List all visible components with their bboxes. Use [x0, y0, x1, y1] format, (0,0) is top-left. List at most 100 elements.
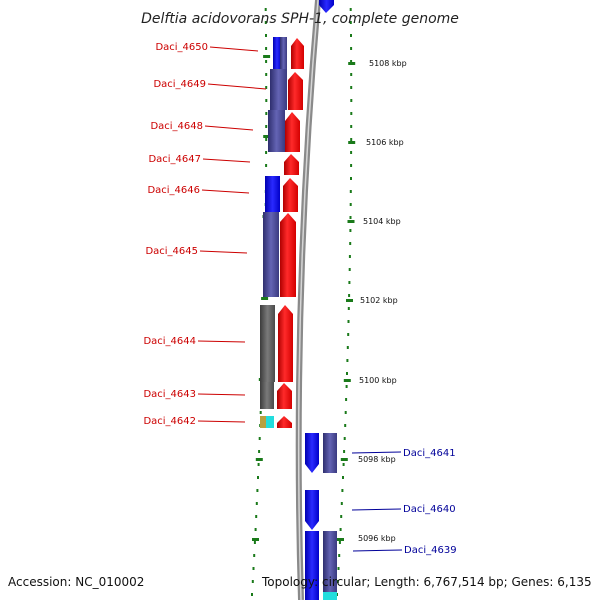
tick-mark [350, 151, 353, 154]
tick-mark [258, 450, 261, 453]
gene-arrow[interactable] [305, 490, 319, 530]
gene-label[interactable]: Daci_4639 [404, 545, 457, 556]
tick-mark [251, 593, 253, 596]
tick-mark [350, 99, 353, 102]
gene-block[interactable] [270, 69, 287, 110]
tick-mark [265, 99, 268, 102]
tick-mark [350, 138, 353, 141]
tick-mark [349, 8, 352, 11]
scale-label: 5106 kbp [366, 138, 404, 147]
tick-mark [350, 164, 353, 167]
gene-label[interactable]: Daci_4647 [148, 154, 201, 165]
gene-label[interactable]: Daci_4641 [403, 448, 456, 459]
tick-mark [255, 515, 258, 518]
gene-arrow[interactable] [277, 383, 292, 409]
gene-block[interactable] [323, 433, 337, 473]
scale-label: 5096 kbp [358, 534, 396, 543]
gene-block[interactable] [268, 110, 285, 152]
gene-label[interactable]: Daci_4643 [143, 389, 196, 400]
tick-mark [345, 398, 348, 401]
gene-label[interactable]: Daci_4650 [155, 42, 208, 53]
gene-label[interactable]: Daci_4644 [143, 336, 196, 347]
gene-arrow[interactable] [284, 154, 299, 175]
gene-arrow[interactable] [280, 213, 296, 297]
scale-labels: 5108 kbp 5106 kbp 5104 kbp 5102 kbp 5100… [358, 59, 407, 543]
gene-arrow[interactable] [285, 112, 300, 152]
gene-label[interactable]: Daci_4648 [150, 121, 203, 132]
gene-arrow[interactable] [305, 433, 319, 473]
scale-label: 5108 kbp [369, 59, 407, 68]
tick-mark-major [255, 458, 263, 461]
scale-label: 5104 kbp [363, 217, 401, 226]
tick-mark [350, 86, 353, 89]
gene-block[interactable] [266, 416, 274, 428]
tick-mark [253, 554, 256, 557]
tick-mark [265, 34, 267, 37]
tick-mark [346, 346, 349, 349]
gene-label[interactable]: Daci_4640 [403, 504, 456, 515]
tick-mark [346, 359, 349, 362]
gene-block[interactable] [323, 592, 337, 600]
scale-label: 5102 kbp [360, 296, 398, 305]
gene-block[interactable] [260, 382, 274, 409]
tick-mark [350, 125, 353, 128]
tick-mark [342, 463, 345, 466]
tick-mark [344, 411, 347, 414]
tick-mark [257, 463, 260, 466]
tick-mark [338, 541, 341, 544]
tick-mark-major [261, 297, 269, 300]
gene-block[interactable] [323, 531, 337, 600]
topology-text: Topology: circular; Length: 6,767,514 bp… [261, 575, 592, 589]
tick-mark [347, 333, 350, 336]
tick-mark [348, 268, 351, 271]
left-gene-labels: Daci_4650 Daci_4649 Daci_4648 Daci_4647 … [143, 42, 208, 427]
gene-block[interactable] [280, 37, 287, 69]
tick-mark [343, 437, 346, 440]
tick-mark-major [340, 458, 348, 461]
tick-mark [345, 385, 348, 388]
gene-arrow[interactable] [291, 38, 304, 69]
tick-mark [265, 164, 268, 167]
tick-mark [349, 203, 352, 206]
gene-label[interactable]: Daci_4642 [143, 416, 196, 427]
gene-arrow[interactable] [288, 72, 303, 110]
gene-block[interactable] [260, 305, 275, 382]
tick-mark [347, 320, 350, 323]
tick-mark [253, 541, 256, 544]
tick-mark [251, 580, 254, 583]
tick-mark [255, 502, 258, 505]
gene-label[interactable]: Daci_4646 [147, 185, 200, 196]
tick-mark [350, 177, 352, 180]
gene-arrow[interactable] [319, 0, 334, 13]
tick-mark [350, 34, 352, 37]
tick-mark [256, 489, 259, 492]
tick-mark [349, 216, 352, 219]
tick-mark-major [348, 141, 356, 144]
gene-block[interactable] [265, 176, 280, 212]
gene-arrow[interactable] [283, 178, 298, 212]
gene-block[interactable] [263, 212, 279, 297]
gene-block[interactable] [260, 416, 266, 428]
tick-mark [337, 567, 340, 570]
forward-gene-arrows [277, 38, 304, 428]
tick-mark [340, 515, 343, 518]
map-title: Delftia acidovorans SPH-1, complete geno… [141, 11, 459, 27]
tick-mark [343, 450, 346, 453]
scale-label: 5098 kbp [358, 455, 396, 464]
tick-mark [346, 372, 348, 375]
gene-arrow[interactable] [277, 416, 292, 428]
tick-mark [258, 437, 261, 440]
tick-mark [339, 528, 342, 531]
tick-mark [342, 476, 344, 479]
tick-mark [252, 567, 255, 570]
gene-label[interactable]: Daci_4645 [145, 246, 198, 257]
gene-block[interactable] [273, 37, 281, 69]
gene-block[interactable] [305, 531, 319, 600]
gene-label[interactable]: Daci_4649 [153, 79, 206, 90]
tick-mark-major [348, 62, 356, 65]
tick-mark [265, 125, 268, 128]
tick-mark [265, 151, 268, 154]
left-leader-lines [197, 46, 267, 423]
gene-arrow[interactable] [278, 305, 293, 382]
